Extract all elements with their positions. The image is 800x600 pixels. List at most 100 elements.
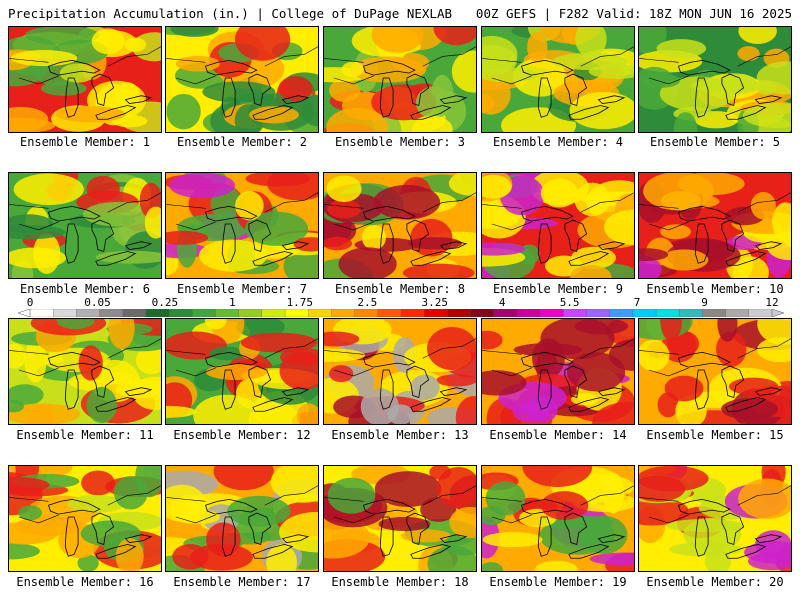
legend-swatch: [308, 309, 333, 317]
border-lines: [166, 338, 318, 377]
border-lines: [9, 46, 161, 85]
ensemble-member-label: Ensemble Member: 3: [334, 135, 466, 149]
legend-left-arrow: [18, 309, 31, 317]
precip-map: [482, 173, 634, 278]
legend-tick-label: 4: [498, 296, 506, 309]
ensemble-member-label: Ensemble Member: 12: [173, 428, 311, 442]
ensemble-panel: [323, 172, 477, 279]
great-lakes-outline: [47, 498, 153, 559]
border-lines: [166, 46, 318, 85]
legend-swatch: [192, 309, 217, 317]
ensemble-member-label: Ensemble Member: 16: [16, 575, 154, 589]
legend-tick-label: 1: [229, 296, 236, 309]
border-lines: [639, 192, 791, 231]
border-lines: [639, 46, 791, 85]
border-lines: [639, 338, 791, 377]
legend-swatch: [354, 309, 379, 317]
ensemble-panel: [165, 465, 319, 572]
precip-map: [9, 319, 161, 424]
precip-map: [166, 173, 318, 278]
border-lines: [166, 192, 318, 231]
legend-swatch: [400, 309, 425, 317]
legend-tick-label: 2.5: [357, 296, 378, 309]
ensemble-panel: [165, 26, 319, 133]
precip-map: [166, 27, 318, 132]
ensemble-member-label: Ensemble Member: 6: [19, 282, 151, 296]
legend-swatch: [632, 309, 657, 317]
legend-swatch: [145, 309, 170, 317]
precip-map: [482, 466, 634, 571]
great-lakes-outline: [677, 59, 783, 120]
ensemble-member-label: Ensemble Member: 2: [176, 135, 308, 149]
ensemble-panel: [638, 172, 792, 279]
legend-swatch: [238, 309, 263, 317]
legend-swatch: [424, 309, 449, 317]
great-lakes-outline: [362, 59, 468, 120]
ensemble-member-label: Ensemble Member: 18: [331, 575, 469, 589]
precip-map: [324, 27, 476, 132]
precip-map: [482, 27, 634, 132]
precip-map: [639, 27, 791, 132]
legend-swatch: [725, 309, 750, 317]
great-lakes-outline: [677, 205, 783, 266]
great-lakes-outline: [204, 498, 310, 559]
great-lakes-outline: [204, 351, 310, 412]
legend-swatch: [655, 309, 680, 317]
border-lines: [639, 485, 791, 524]
ensemble-member-label: Ensemble Member: 5: [649, 135, 781, 149]
legend-swatch: [447, 309, 472, 317]
ensemble-panel: [165, 172, 319, 279]
ensemble-panel: [323, 318, 477, 425]
border-lines: [482, 192, 634, 231]
great-lakes-outline: [47, 205, 153, 266]
legend-swatch: [702, 309, 727, 317]
legend-tick-label: 7: [633, 296, 641, 309]
precip-map: [482, 319, 634, 424]
precip-map: [324, 173, 476, 278]
legend-swatch: [29, 309, 54, 317]
great-lakes-outline: [520, 59, 626, 120]
legend-tick-label: 0: [26, 296, 34, 309]
great-lakes-outline: [204, 59, 310, 120]
precip-map: [9, 466, 161, 571]
legend-swatch: [284, 309, 309, 317]
great-lakes-outline: [362, 351, 468, 412]
great-lakes-outline: [520, 351, 626, 412]
legend-swatch: [377, 309, 402, 317]
precip-map: [639, 466, 791, 571]
border-lines: [9, 485, 161, 524]
ensemble-member-label: Ensemble Member: 20: [646, 575, 784, 589]
legend-swatch: [748, 309, 773, 317]
ensemble-member-label: Ensemble Member: 14: [489, 428, 627, 442]
ensemble-panel: [8, 26, 162, 133]
legend-tick-label: 0.05: [84, 296, 111, 309]
great-lakes-outline: [362, 498, 468, 559]
border-lines: [166, 485, 318, 524]
ensemble-member-label: Ensemble Member: 13: [331, 428, 469, 442]
ensemble-member-label: Ensemble Member: 10: [646, 282, 784, 296]
ensemble-panel: [323, 465, 477, 572]
ensemble-member-label: Ensemble Member: 1: [19, 135, 151, 149]
ensemble-panel: [481, 318, 635, 425]
legend-swatch: [516, 309, 541, 317]
great-lakes-outline: [677, 351, 783, 412]
ensemble-panel: [323, 26, 477, 133]
border-lines: [9, 192, 161, 231]
precip-map: [639, 319, 791, 424]
legend-swatch: [215, 309, 240, 317]
legend-swatch: [609, 309, 634, 317]
great-lakes-outline: [47, 59, 153, 120]
ensemble-member-label: Ensemble Member: 17: [173, 575, 311, 589]
ensemble-panel: [165, 318, 319, 425]
ensemble-panel: [8, 465, 162, 572]
legend-swatch: [470, 309, 495, 317]
legend-swatch: [586, 309, 611, 317]
great-lakes-outline: [47, 351, 153, 412]
legend-bar: [18, 309, 784, 317]
great-lakes-outline: [677, 498, 783, 559]
precip-map: [9, 27, 161, 132]
ensemble-member-label: Ensemble Member: 8: [334, 282, 466, 296]
legend-swatch: [76, 309, 101, 317]
legend-right-arrow: [771, 309, 784, 317]
precip-map: [9, 173, 161, 278]
